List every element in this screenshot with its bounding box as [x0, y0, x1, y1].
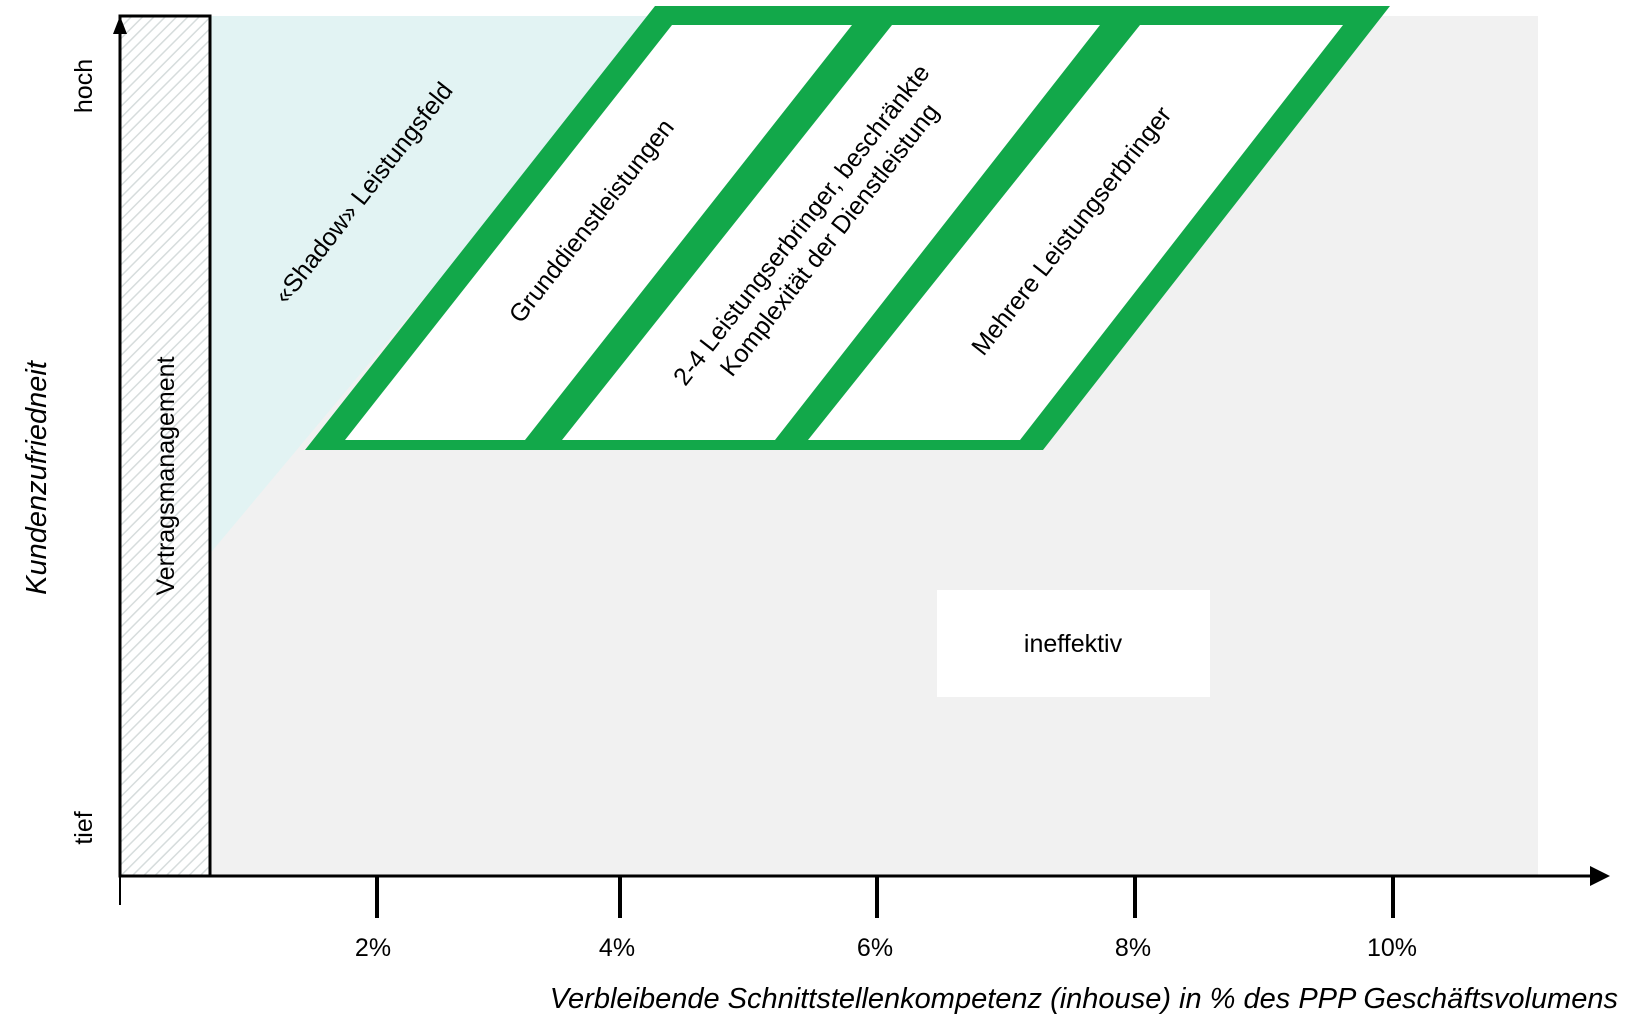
x-axis-title: Verbleibende Schnittstellenkompetenz (in…: [550, 983, 1618, 1015]
x-axis-arrowhead: [1590, 866, 1610, 886]
y-axis-title: Kundenzufriedneit: [21, 359, 53, 595]
y-axis-arrowhead: [113, 16, 127, 34]
ineffective-label: ineffektiv: [1024, 630, 1123, 658]
x-tick-label: 10%: [1367, 934, 1417, 962]
panel-basic: [345, 25, 852, 440]
x-tick-label: 8%: [1115, 934, 1151, 962]
shadow-region: [208, 16, 660, 556]
y-high-label: hoch: [70, 59, 98, 113]
contract-management-column: [118, 14, 212, 878]
x-tick-label: 6%: [857, 934, 893, 962]
panel-limited: [562, 25, 1100, 440]
contract-management-label: Vertragsmanagement: [152, 356, 180, 595]
x-tick-label: 2%: [355, 934, 391, 962]
x-tick-label: 4%: [599, 934, 635, 962]
panel-multiple: [808, 25, 1343, 440]
y-low-label: tief: [70, 811, 98, 844]
ineffective-box: [937, 590, 1210, 697]
